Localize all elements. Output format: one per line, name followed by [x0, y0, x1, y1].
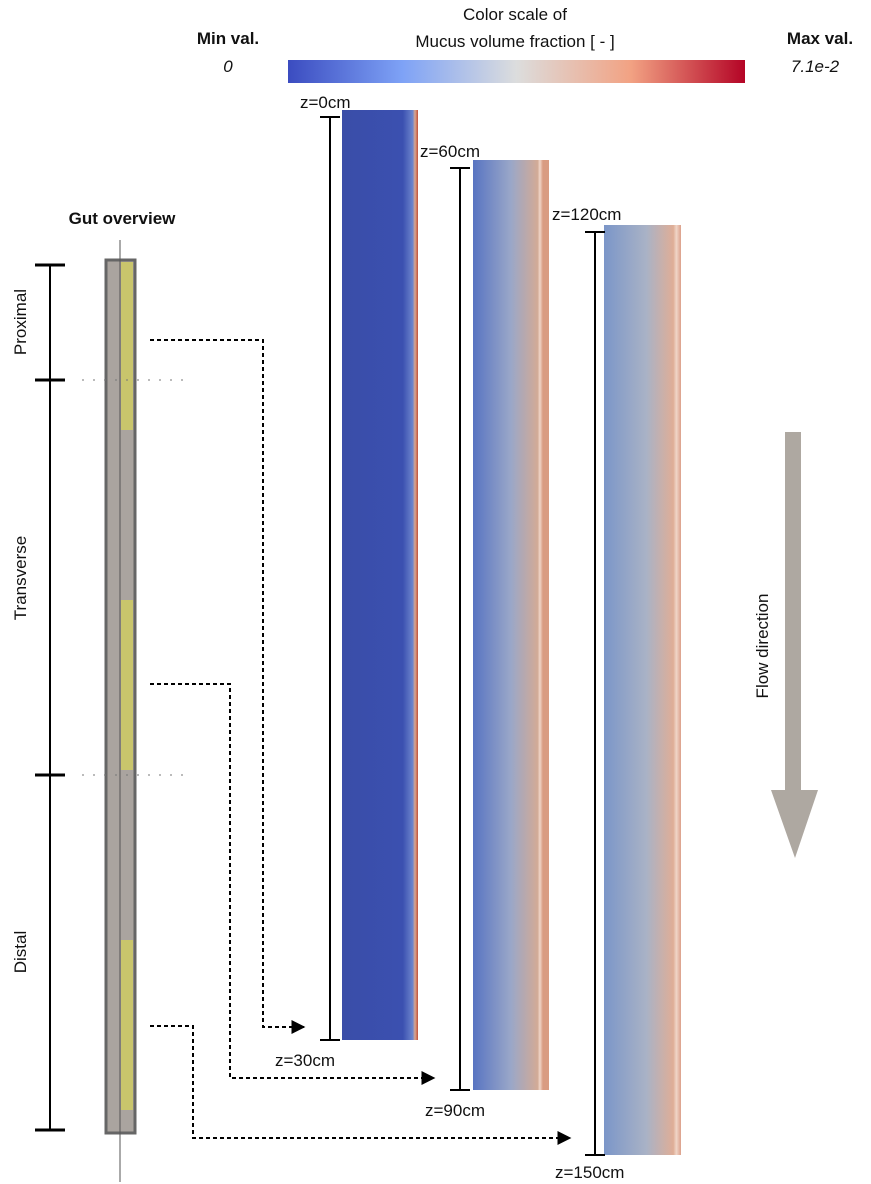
colorbar: [288, 60, 745, 83]
panel-top-label: z=120cm: [552, 205, 621, 224]
panel-top-label: z=0cm: [300, 93, 351, 112]
region-label: Transverse: [11, 536, 30, 620]
flow-arrow: [771, 432, 818, 858]
panel: [604, 225, 681, 1155]
colorbar-title: Mucus volume fraction [ - ]: [415, 32, 614, 51]
panel-bottom-label: z=150cm: [555, 1163, 624, 1182]
panel-bottom-label: z=90cm: [425, 1101, 485, 1120]
panel: [342, 110, 418, 1040]
brackets: [320, 116, 605, 1156]
dotted-lines: [82, 379, 192, 776]
region-label: Distal: [11, 931, 30, 974]
flow-label: Flow direction: [753, 594, 772, 699]
region-brackets: [35, 263, 65, 1132]
segments: [121, 262, 133, 1110]
panel: [473, 160, 549, 1090]
connectors: [150, 339, 572, 1145]
max-value: 7.1e-2: [791, 57, 840, 76]
min-label: Min val.: [197, 29, 259, 48]
panel-bottom-label: z=30cm: [275, 1051, 335, 1070]
min-value: 0: [223, 57, 233, 76]
region-label: Proximal: [11, 289, 30, 355]
panel-top-label: z=60cm: [420, 142, 480, 161]
max-label: Max val.: [787, 29, 853, 48]
overview-title: Gut overview: [69, 209, 177, 228]
colorbar-title: Color scale of: [463, 5, 567, 24]
